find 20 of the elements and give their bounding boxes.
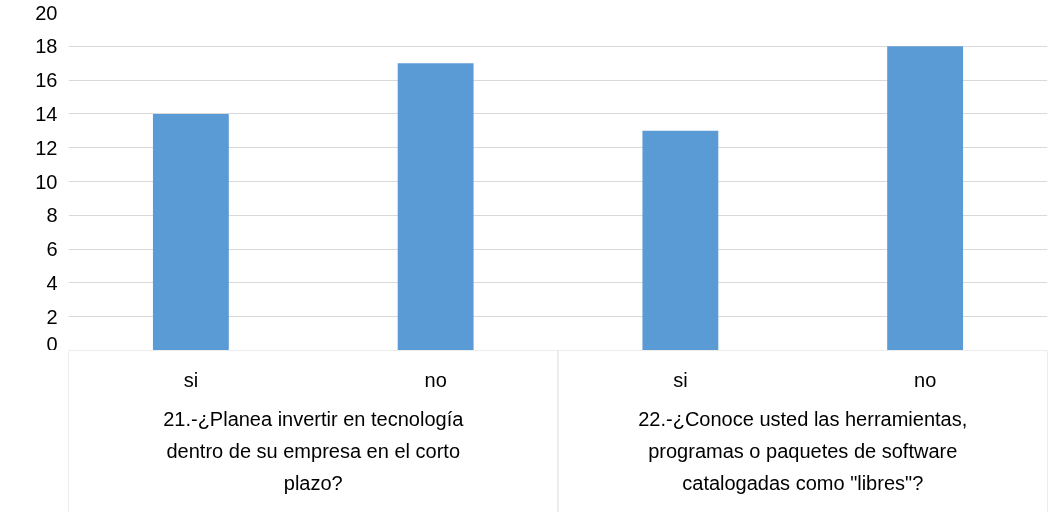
y-tick-label: 8 xyxy=(46,204,58,227)
x-tick-label: si xyxy=(183,368,199,391)
y-tick-label: 12 xyxy=(35,136,58,159)
x-tick-label: si xyxy=(673,368,688,391)
y-tick-label: 6 xyxy=(46,238,58,261)
y-tick-label: 2 xyxy=(46,305,58,328)
y-tick-label: 16 xyxy=(35,69,58,92)
bar xyxy=(642,130,719,350)
y-tick-label: 20 xyxy=(35,1,58,24)
y-tick-label: 18 xyxy=(35,35,58,58)
x-tick-label: no xyxy=(914,368,937,391)
y-tick-label: 10 xyxy=(35,170,58,193)
y-tick-label: 14 xyxy=(35,102,58,125)
x-tick-label: no xyxy=(424,368,447,391)
y-tick-label: 4 xyxy=(46,271,58,294)
text: 22.-¿Conoce usted las herramientas, programas o paquetes de software catalogadas como "libres"? xyxy=(638,407,968,495)
bar xyxy=(887,46,964,350)
bar xyxy=(152,113,229,350)
text: 21.-¿Planea invertir en tecnología dentro de su empresa en el corto plazo? xyxy=(163,407,465,495)
y-tick-label: 0 xyxy=(46,332,58,355)
